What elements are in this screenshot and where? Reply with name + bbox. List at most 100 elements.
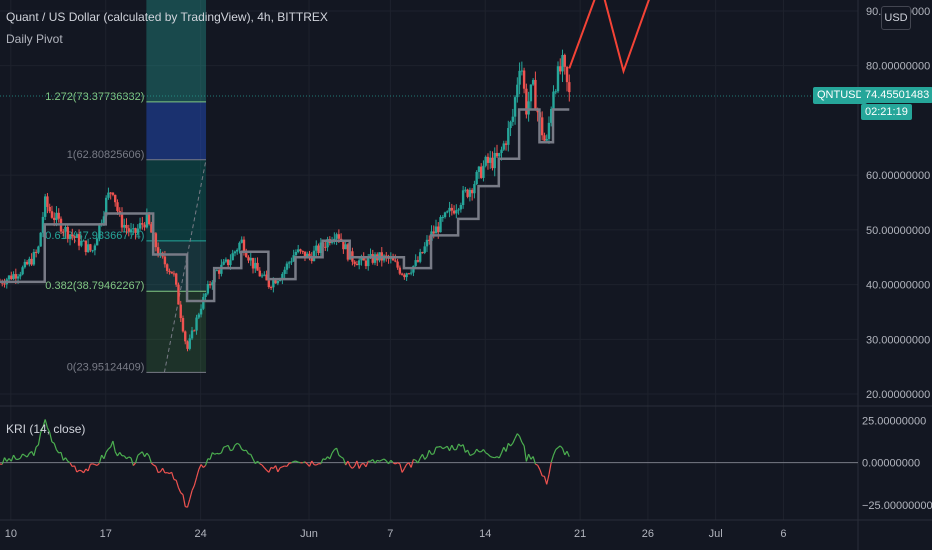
kri-segment	[58, 451, 62, 454]
candle-body	[14, 274, 18, 279]
candle-body	[267, 280, 271, 288]
kri-segment	[252, 458, 256, 464]
candle-body	[534, 79, 537, 111]
kri-segment	[132, 462, 137, 466]
kri-segment	[315, 463, 319, 466]
candle-body	[98, 223, 101, 239]
candle-body	[333, 238, 336, 241]
kri-segment	[428, 449, 433, 455]
kri-segment	[257, 460, 261, 465]
candle-body	[32, 251, 36, 265]
candle-body	[28, 258, 31, 265]
candle-body	[211, 282, 214, 286]
kri-segment	[227, 445, 231, 451]
candle-body	[509, 121, 512, 129]
candle-body	[398, 267, 402, 274]
candle-body	[495, 152, 499, 157]
fib-level-label: 0(23.95124409)	[67, 361, 145, 373]
kri-segment	[308, 460, 313, 467]
candle-body	[552, 91, 555, 109]
kri-segment	[426, 450, 430, 458]
kri-segment	[485, 452, 489, 455]
candle-body	[170, 271, 173, 274]
candle-body	[310, 256, 313, 262]
candle-body	[114, 194, 117, 203]
candle-body	[391, 257, 395, 261]
candle-body	[403, 274, 406, 278]
kri-segment	[392, 462, 396, 465]
currency-button[interactable]: USD	[881, 6, 911, 30]
last-price-tag: 74.45501483	[861, 87, 932, 103]
candle-body	[111, 192, 115, 195]
candle-body	[254, 262, 257, 269]
fib-trend-line	[163, 159, 207, 373]
candle-body	[143, 224, 146, 228]
kri-segment	[130, 457, 134, 466]
kri-segment	[137, 453, 141, 456]
kri-segment	[155, 466, 159, 473]
candle-body	[109, 192, 112, 194]
candle-body	[432, 231, 435, 234]
kri-segment	[286, 462, 290, 467]
candle-body	[37, 246, 40, 253]
candle-body	[224, 259, 228, 262]
candle-body	[71, 234, 74, 237]
kri-segment	[476, 448, 480, 453]
candle-body	[500, 149, 503, 154]
kri-segment	[3, 457, 8, 462]
candle-body	[272, 280, 275, 288]
candle-body	[346, 244, 350, 260]
kri-segment	[166, 472, 170, 475]
kri-segment	[490, 455, 493, 458]
kri-segment	[482, 449, 487, 454]
candle-body	[439, 217, 442, 233]
candle-body	[520, 70, 524, 72]
candle-body	[263, 274, 266, 276]
kri-segment	[399, 463, 403, 473]
candle-body	[123, 224, 126, 228]
candle-body	[470, 189, 474, 194]
candle-body	[529, 84, 533, 102]
candle-body	[461, 190, 465, 205]
candle-body	[222, 261, 225, 265]
candle-body	[554, 91, 557, 93]
candle-body	[281, 273, 284, 280]
candle-body	[197, 314, 200, 318]
candle-body	[355, 263, 359, 266]
kri-segment	[173, 478, 177, 481]
kri-segment	[552, 449, 557, 456]
candle-body	[455, 210, 458, 214]
kri-segment	[49, 432, 53, 443]
time-axis-label: Jun	[300, 528, 318, 540]
kri-segment	[349, 465, 353, 469]
pivot-label: Daily Pivot	[6, 32, 63, 46]
candle-body	[364, 260, 368, 267]
kri-segment	[128, 456, 132, 459]
kri-segment	[338, 454, 342, 458]
kri-segment	[523, 445, 527, 462]
kri-segment	[182, 494, 186, 507]
kri-segment	[561, 448, 566, 456]
kri-segment	[55, 449, 60, 454]
candle-body	[405, 273, 408, 278]
kri-segment	[83, 468, 87, 474]
candle-body	[265, 274, 268, 281]
candle-body	[141, 223, 144, 225]
candle-body	[10, 275, 13, 280]
price-axis-label: 60.00000000	[866, 170, 930, 182]
candle-body	[367, 257, 370, 267]
kri-segment	[494, 456, 498, 459]
kri-segment	[311, 460, 315, 466]
fib-zone	[146, 101, 207, 160]
candle-body	[269, 287, 273, 289]
kri-segment	[144, 452, 148, 458]
kri-segment	[148, 455, 152, 464]
candle-body	[39, 232, 42, 247]
candle-body	[80, 240, 83, 246]
candle-body	[446, 211, 449, 213]
time-axis-label: Jul	[709, 528, 723, 540]
candle-body	[369, 254, 372, 258]
candle-body	[423, 246, 426, 253]
kri-segment	[539, 469, 543, 477]
